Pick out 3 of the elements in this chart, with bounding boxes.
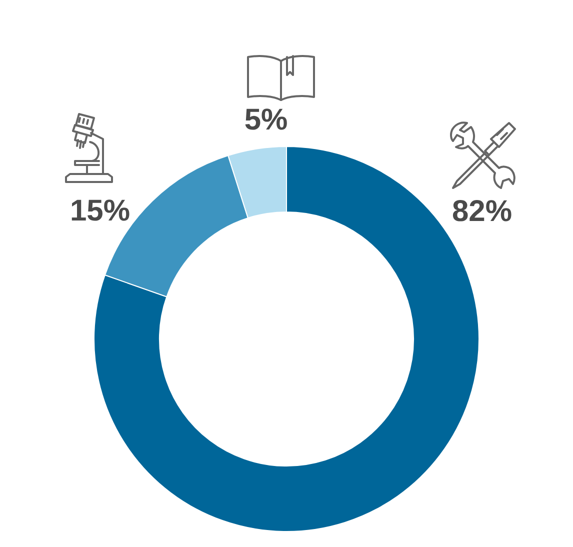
data-label: 5% bbox=[244, 103, 288, 136]
data-label: 82% bbox=[452, 194, 512, 228]
data-label: 15% bbox=[70, 194, 130, 228]
